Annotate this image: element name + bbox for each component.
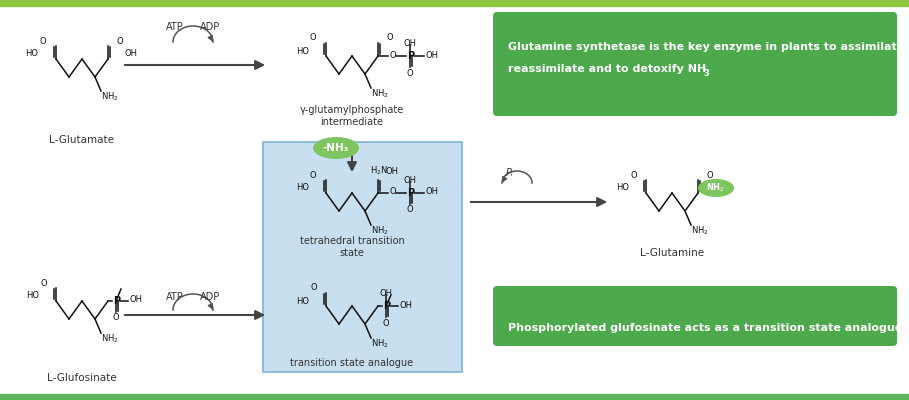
Text: O: O [113, 314, 119, 322]
Text: HO: HO [296, 46, 309, 56]
Text: O: O [390, 188, 396, 196]
Text: O: O [311, 284, 317, 292]
Text: OH: OH [404, 39, 416, 48]
Text: OH: OH [404, 176, 416, 185]
Text: O: O [386, 34, 394, 42]
Text: NH$_2$: NH$_2$ [371, 88, 388, 100]
Text: O: O [41, 278, 47, 288]
Text: NH$_2$: NH$_2$ [101, 333, 118, 345]
Text: OH: OH [386, 166, 399, 176]
Text: OH: OH [379, 289, 393, 298]
Text: HO: HO [296, 296, 309, 306]
Text: HO: HO [296, 184, 309, 192]
Text: Pᵢ: Pᵢ [506, 168, 514, 178]
Text: OH: OH [130, 296, 143, 304]
Text: NH$_2$: NH$_2$ [706, 182, 725, 194]
Text: P: P [113, 296, 120, 306]
Text: Phosphorylated glufosinate acts as a transition state analogue: Phosphorylated glufosinate acts as a tra… [508, 323, 903, 333]
Text: O: O [706, 170, 714, 180]
Text: L-Glufosinate: L-Glufosinate [47, 373, 117, 383]
Text: NH$_2$: NH$_2$ [101, 91, 118, 103]
Ellipse shape [313, 137, 359, 159]
Text: O: O [40, 36, 46, 46]
Text: O: O [631, 170, 637, 180]
Text: O: O [406, 68, 414, 78]
Text: O: O [310, 170, 316, 180]
Text: ATP: ATP [166, 292, 184, 302]
FancyBboxPatch shape [493, 286, 897, 346]
Text: transition state analogue: transition state analogue [291, 358, 414, 368]
Text: L-Glutamine: L-Glutamine [640, 248, 704, 258]
Text: NH$_2$: NH$_2$ [691, 225, 708, 237]
Text: ATP: ATP [166, 22, 184, 32]
Text: HO: HO [25, 50, 38, 58]
Text: γ-glutamylphosphate
intermediate: γ-glutamylphosphate intermediate [300, 105, 405, 126]
Text: O: O [116, 36, 124, 46]
Text: NH$_2$: NH$_2$ [371, 338, 388, 350]
Text: O: O [310, 34, 316, 42]
Text: NH$_2$: NH$_2$ [371, 225, 388, 237]
Text: H$_2$N: H$_2$N [370, 165, 388, 177]
Text: reassimilate and to detoxify NH: reassimilate and to detoxify NH [508, 64, 706, 74]
Text: O: O [383, 318, 389, 328]
Text: OH: OH [125, 50, 137, 58]
Text: HO: HO [26, 292, 39, 300]
Text: 3: 3 [703, 69, 709, 78]
Text: L-Glutamate: L-Glutamate [49, 135, 115, 145]
Text: ADP: ADP [200, 292, 220, 302]
Text: Glutamine synthetase is the key enzyme in plants to assimilate,: Glutamine synthetase is the key enzyme i… [508, 42, 908, 52]
Text: P: P [407, 51, 415, 61]
Text: O: O [390, 50, 396, 60]
Bar [0, 0, 909, 6]
Text: P: P [407, 188, 415, 198]
Text: tetrahedral transition
state: tetrahedral transition state [300, 236, 405, 258]
FancyBboxPatch shape [263, 142, 462, 372]
Text: P: P [383, 301, 390, 311]
Text: OH: OH [426, 188, 439, 196]
Text: ADP: ADP [200, 22, 220, 32]
Ellipse shape [698, 179, 734, 197]
FancyBboxPatch shape [493, 12, 897, 116]
Text: HO: HO [616, 184, 630, 192]
Text: -NH₃: -NH₃ [323, 143, 349, 153]
Text: OH: OH [400, 300, 413, 310]
Text: OH: OH [426, 50, 439, 60]
Bar [0, 394, 909, 400]
Text: O: O [406, 206, 414, 214]
